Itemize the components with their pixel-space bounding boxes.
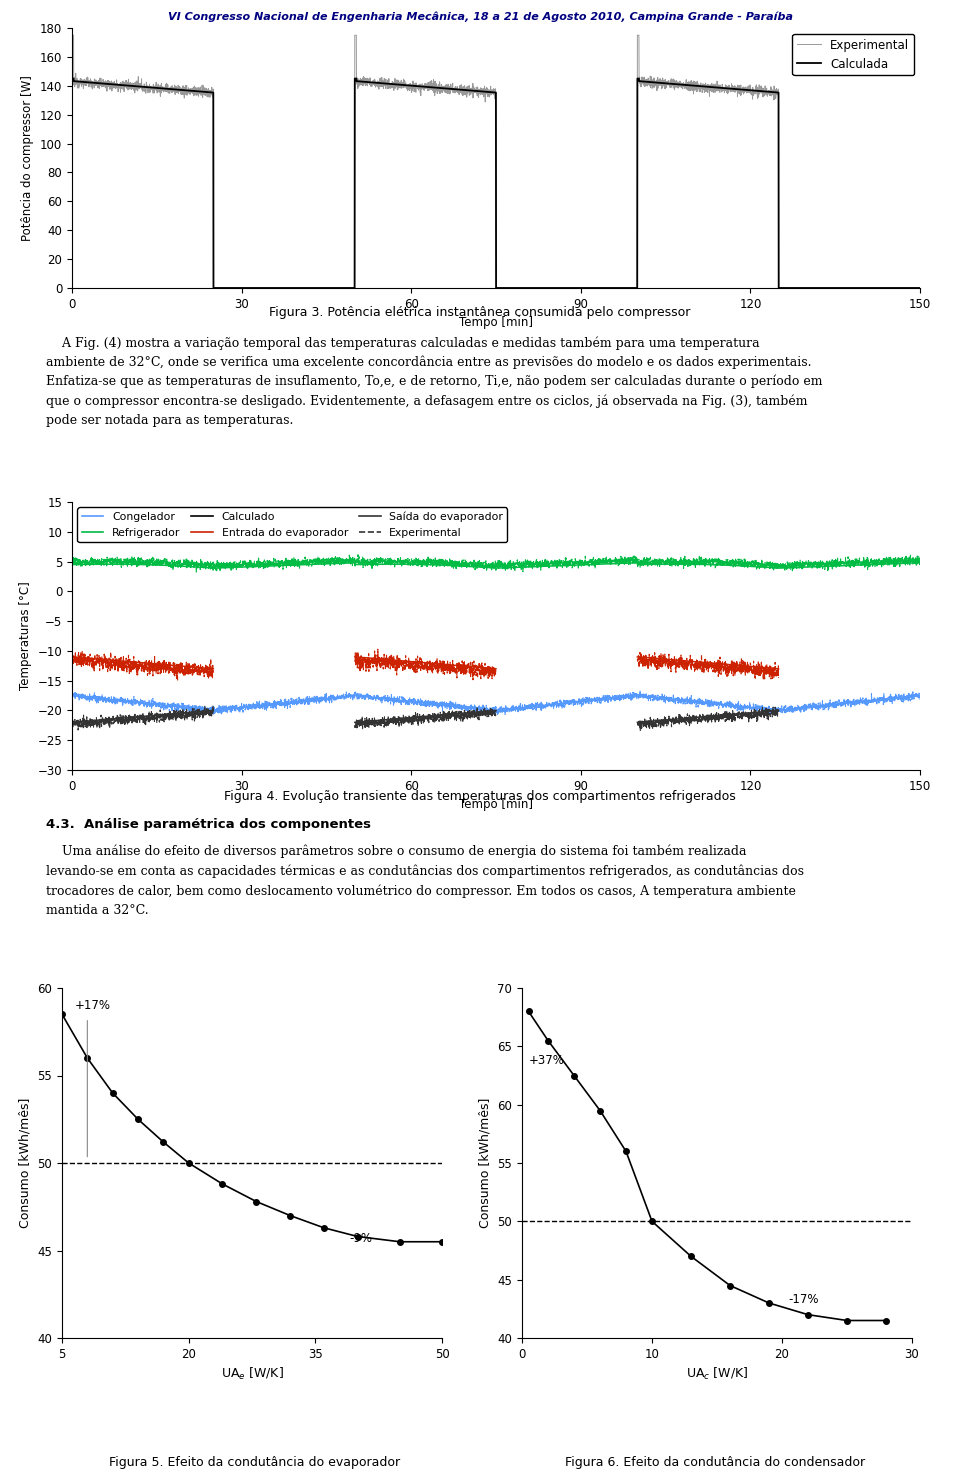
Text: levando-se em conta as capacidades térmicas e as condutâncias dos compartimentos: levando-se em conta as capacidades térmi… (46, 864, 804, 877)
Y-axis label: Temperaturas [°C]: Temperaturas [°C] (19, 581, 32, 691)
Calculada (391, 76, 402, 93)
Legend: Experimental, Calculada: Experimental, Calculada (792, 34, 914, 76)
Experimental (763, 83, 775, 101)
Calculada (221, 279, 232, 296)
Line: Experimental: Experimental (72, 36, 920, 288)
X-axis label: Tempo [min]: Tempo [min] (459, 799, 533, 811)
Text: -17%: -17% (788, 1292, 819, 1306)
Text: A Fig. (4) mostra a variação temporal das temperaturas calculadas e medidas tamb: A Fig. (4) mostra a variação temporal da… (46, 336, 759, 350)
X-axis label: Tempo [min]: Tempo [min] (459, 316, 533, 329)
Experimental (699, 77, 710, 95)
Calculada (914, 279, 925, 296)
Experimental (914, 279, 925, 296)
Text: 4.3.  Análise paramétrica dos componentes: 4.3. Análise paramétrica dos componentes (46, 818, 372, 831)
Text: VI Congresso Nacional de Engenharia Mecânica, 18 a 21 de Agosto 2010, Campina Gr: VI Congresso Nacional de Engenharia Mecâ… (167, 12, 793, 22)
Text: +37%: +37% (529, 1054, 564, 1067)
Text: ambiente de 32°C, onde se verifica uma excelente concordância entre as previsões: ambiente de 32°C, onde se verifica uma e… (46, 356, 811, 369)
Calculada (763, 83, 775, 101)
Text: Figura 5. Efeito da condutância do evaporador: Figura 5. Efeito da condutância do evapo… (108, 1455, 400, 1469)
Experimental (618, 279, 630, 296)
Text: -9%: -9% (349, 1232, 372, 1245)
Calculada (699, 77, 710, 95)
Experimental (66, 27, 78, 44)
Text: Uma análise do efeito de diversos parâmetros sobre o consumo de energia do siste: Uma análise do efeito de diversos parâme… (46, 845, 747, 858)
X-axis label: UA$_{c}$ [W/K]: UA$_{c}$ [W/K] (685, 1366, 748, 1383)
X-axis label: UA$_{e}$ [W/K]: UA$_{e}$ [W/K] (221, 1366, 283, 1383)
Y-axis label: Consumo [kWh/mês]: Consumo [kWh/mês] (19, 1098, 32, 1229)
Calculada (207, 279, 219, 296)
Text: +17%: +17% (75, 999, 110, 1012)
Experimental (207, 279, 219, 296)
Text: Enfatiza-se que as temperaturas de insuflamento, To,e, e de retorno, Ti,e, não p: Enfatiza-se que as temperaturas de insuf… (46, 375, 823, 388)
Text: que o compressor encontra-se desligado. Evidentemente, a defasagem entre os cicl: que o compressor encontra-se desligado. … (46, 394, 807, 408)
Line: Calculada: Calculada (72, 79, 920, 288)
Text: Figura 3. Potência elétrica instantânea consumida pelo compressor: Figura 3. Potência elétrica instantânea … (270, 305, 690, 319)
Text: Figura 4. Evolução transiente das temperaturas dos compartimentos refrigerados: Figura 4. Evolução transiente das temper… (224, 790, 736, 803)
Calculada (618, 279, 630, 296)
Experimental (391, 77, 402, 95)
Text: Figura 6. Efeito da condutância do condensador: Figura 6. Efeito da condutância do conde… (565, 1455, 865, 1469)
Calculada (575, 279, 587, 296)
Experimental (575, 279, 587, 296)
Legend: Congelador, Refrigerador, Calculado, Entrada do evaporador, Saída do evaporador,: Congelador, Refrigerador, Calculado, Ent… (78, 507, 508, 542)
Experimental (221, 279, 232, 296)
Y-axis label: Potência do compressor [W]: Potência do compressor [W] (21, 76, 35, 242)
Text: mantida a 32°C.: mantida a 32°C. (46, 904, 149, 916)
Text: pode ser notada para as temperaturas.: pode ser notada para as temperaturas. (46, 413, 294, 427)
Y-axis label: Consumo [kWh/mês]: Consumo [kWh/mês] (479, 1098, 492, 1229)
Text: trocadores de calor, bem como deslocamento volumétrico do compressor. Em todos o: trocadores de calor, bem como deslocamen… (46, 883, 796, 898)
Calculada (66, 70, 78, 87)
